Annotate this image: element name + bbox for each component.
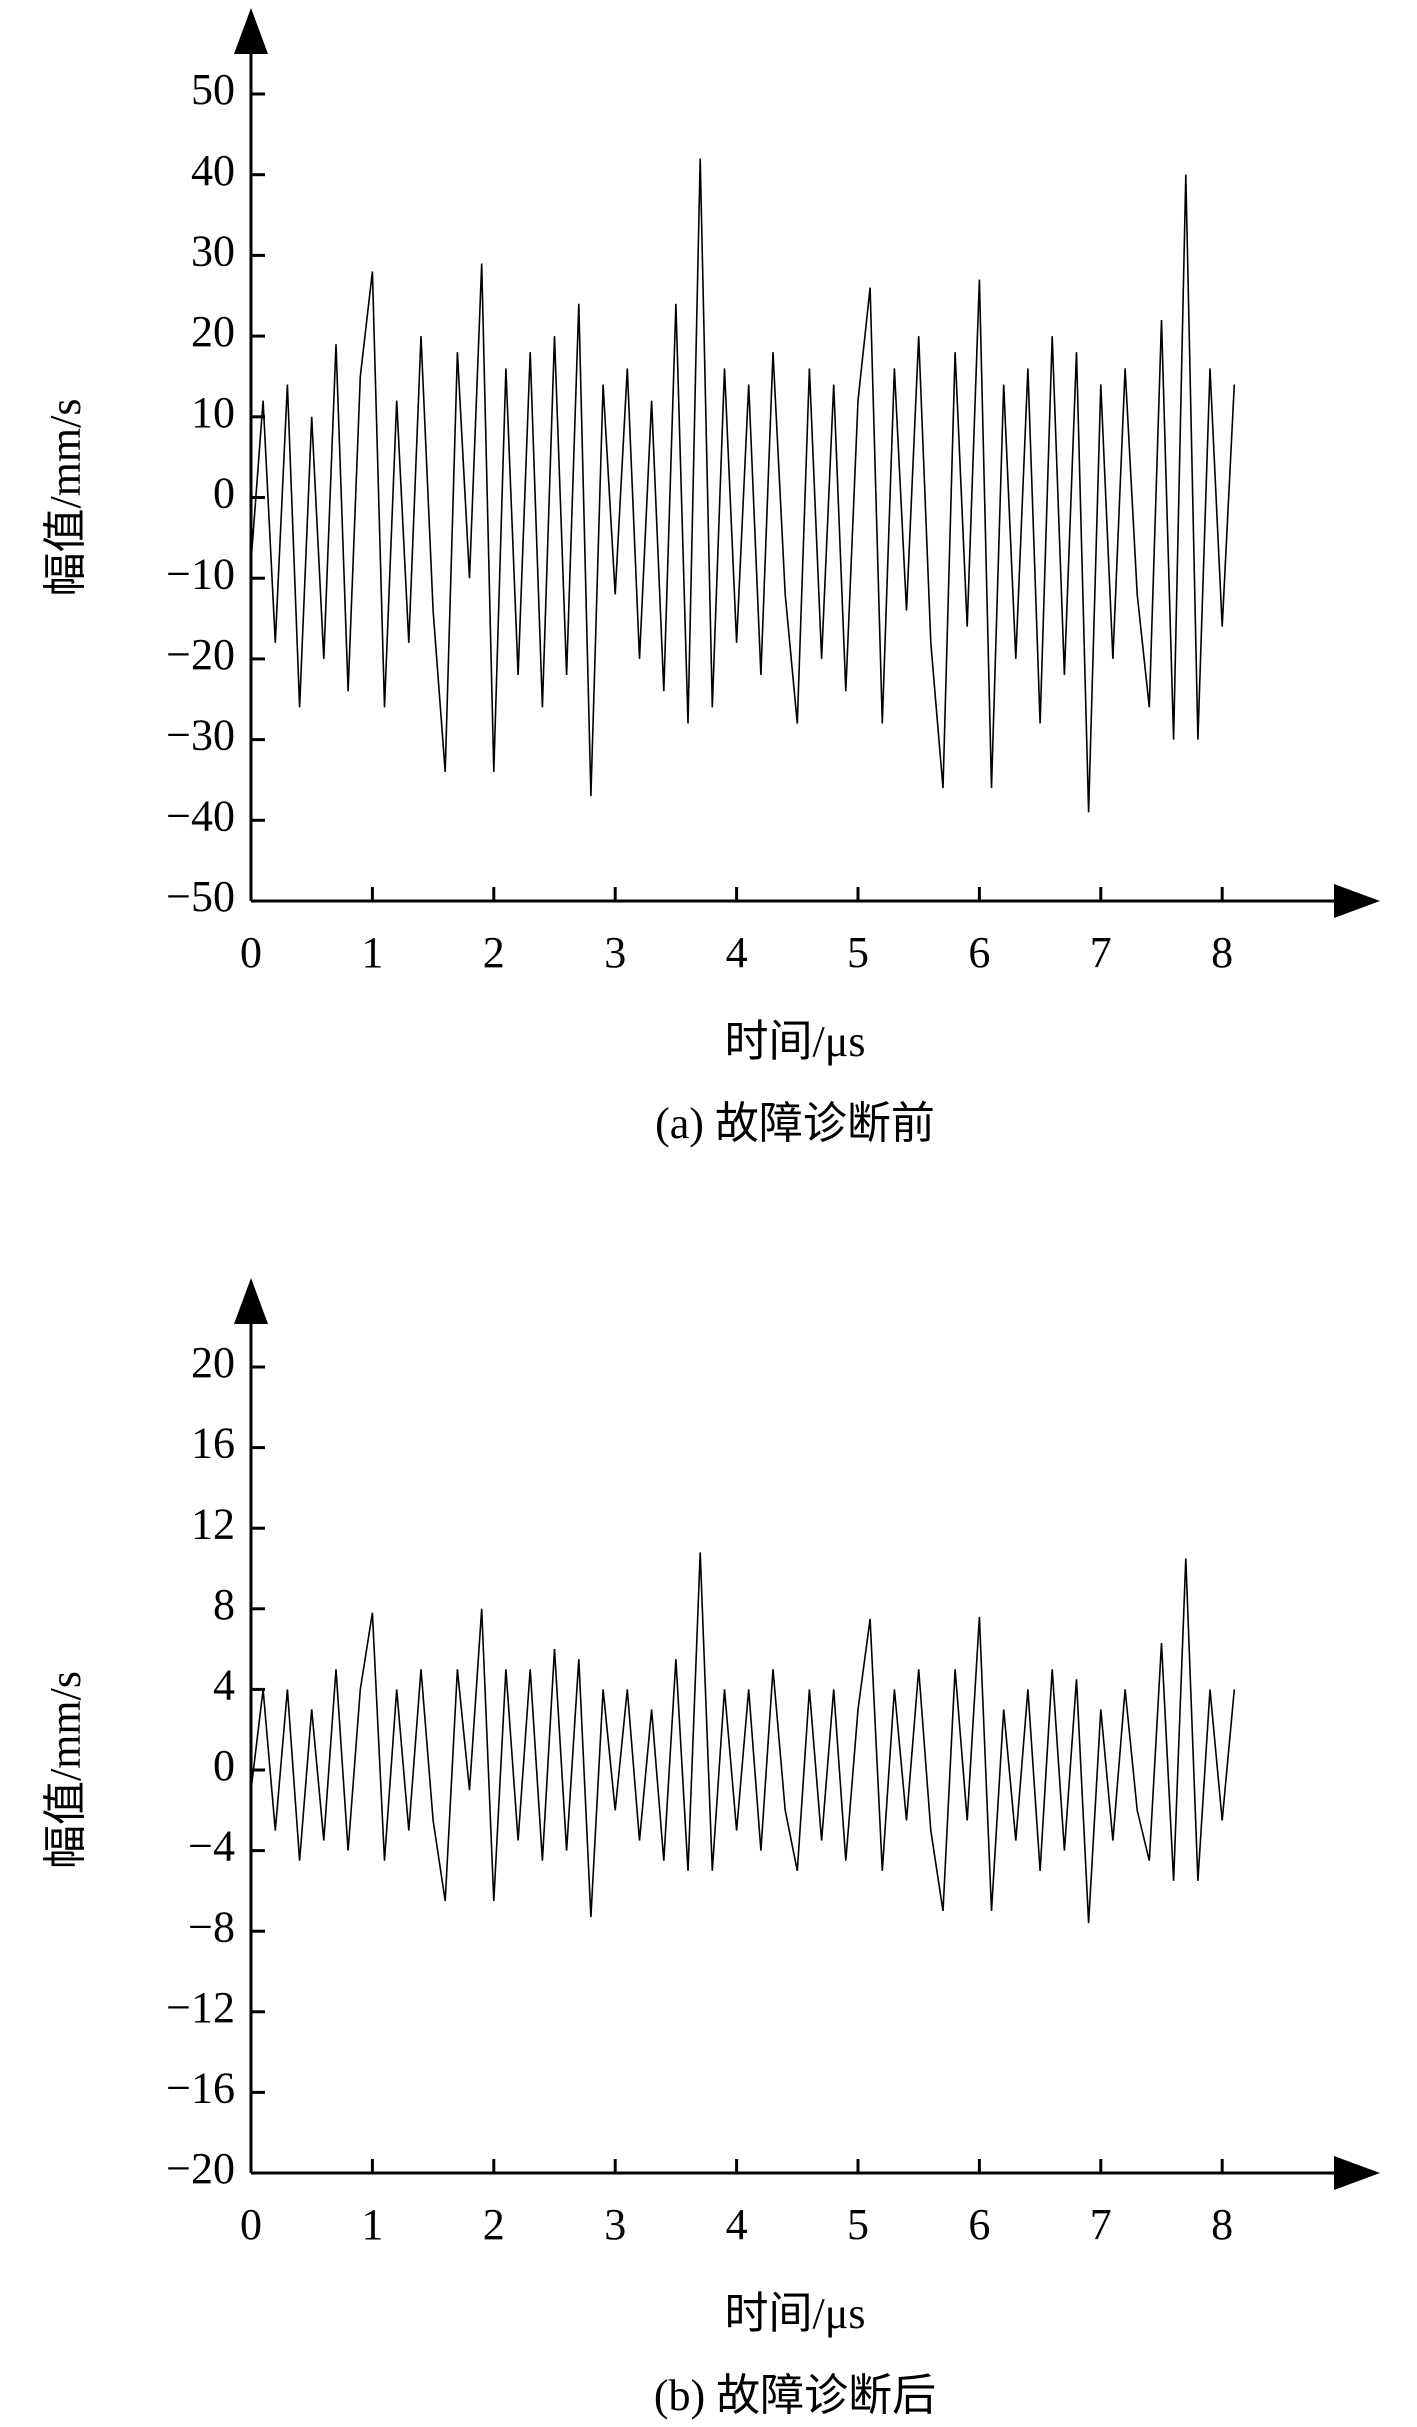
x-tick-label: 6 [968, 2200, 990, 2249]
x-axis-label: 时间/μs [725, 1017, 866, 1066]
signal-line [250, 158, 1236, 813]
x-arrow [1334, 884, 1380, 918]
y-arrow [234, 1278, 268, 1324]
x-tick-label: 7 [1090, 928, 1112, 977]
x-arrow [1334, 2156, 1380, 2190]
y-tick-label: −10 [166, 549, 235, 598]
x-tick-label: 1 [361, 2200, 383, 2249]
signal-line [250, 1552, 1236, 1924]
x-tick-label: 8 [1211, 928, 1233, 977]
y-tick-label: 40 [191, 146, 235, 195]
x-tick-label: 1 [361, 928, 383, 977]
x-axis-label: 时间/μs [725, 2289, 866, 2338]
caption: (b) 故障诊断后 [654, 2371, 936, 2420]
y-tick-label: −50 [166, 872, 235, 921]
y-tick-label: −16 [166, 2063, 235, 2112]
y-tick-label: −12 [166, 1983, 235, 2032]
x-tick-label: 7 [1090, 2200, 1112, 2249]
y-tick-label: 20 [191, 1338, 235, 1387]
y-tick-label: −40 [166, 791, 235, 840]
x-tick-label: 4 [726, 2200, 748, 2249]
y-tick-label: 0 [213, 469, 235, 518]
y-tick-label: 30 [191, 226, 235, 275]
y-tick-label: −20 [166, 630, 235, 679]
y-tick-label: 50 [191, 65, 235, 114]
y-tick-label: 16 [191, 1419, 235, 1468]
y-tick-label: −4 [188, 1822, 235, 1871]
y-tick-label: 12 [191, 1499, 235, 1548]
caption: (a) 故障诊断前 [655, 1099, 935, 1148]
x-tick-label: 5 [847, 928, 869, 977]
y-tick-label: −8 [188, 1902, 235, 1951]
x-tick-label: 0 [240, 2200, 262, 2249]
x-tick-label: 4 [726, 928, 748, 977]
x-tick-label: 2 [483, 928, 505, 977]
y-tick-label: 20 [191, 307, 235, 356]
x-tick-label: 5 [847, 2200, 869, 2249]
y-axis-label: 幅值/mm/s [41, 1671, 90, 1869]
y-tick-label: −30 [166, 711, 235, 760]
x-tick-label: 2 [483, 2200, 505, 2249]
x-tick-label: 8 [1211, 2200, 1233, 2249]
x-tick-label: 3 [604, 928, 626, 977]
y-tick-label: −20 [166, 2144, 235, 2193]
y-tick-label: 8 [213, 1580, 235, 1629]
y-axis-label: 幅值/mm/s [41, 398, 90, 596]
x-tick-label: 6 [968, 928, 990, 977]
x-tick-label: 3 [604, 2200, 626, 2249]
y-tick-label: 0 [213, 1741, 235, 1790]
y-tick-label: 4 [213, 1660, 235, 1709]
y-tick-label: 10 [191, 388, 235, 437]
y-arrow [234, 8, 268, 54]
x-tick-label: 0 [240, 928, 262, 977]
